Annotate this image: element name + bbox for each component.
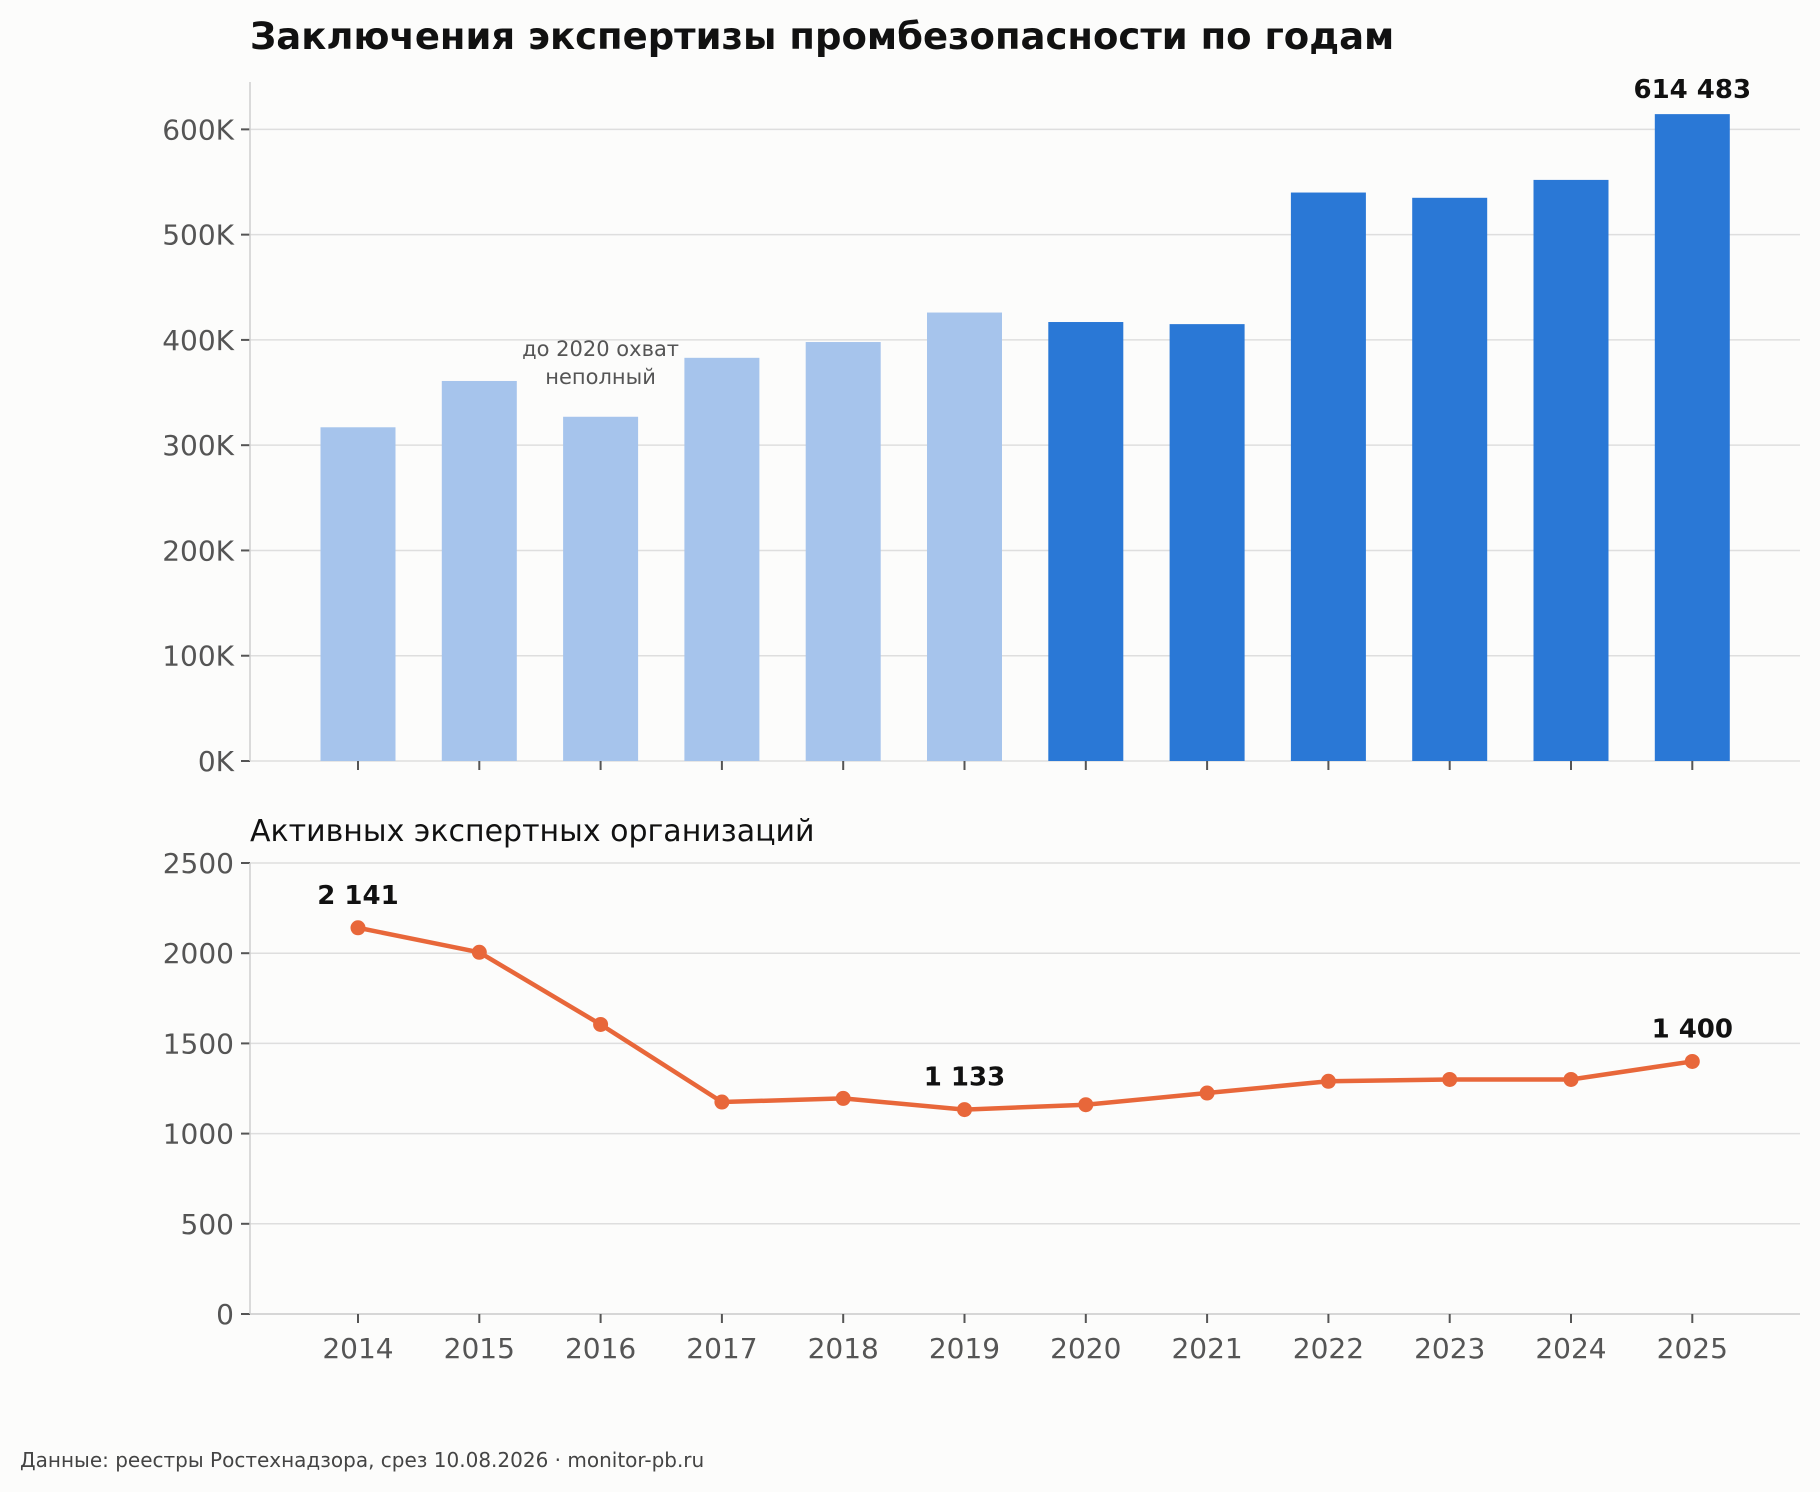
x-tick-label: 2021 bbox=[1171, 1332, 1242, 1365]
bar-2019 bbox=[927, 312, 1002, 761]
x-tick-label: 2020 bbox=[1050, 1332, 1121, 1365]
bar-2018 bbox=[805, 342, 881, 761]
x-tick-label: 2017 bbox=[686, 1332, 757, 1365]
line-point-2017 bbox=[714, 1094, 730, 1110]
bar-2016 bbox=[563, 416, 639, 761]
line-point-2022 bbox=[1320, 1073, 1336, 1089]
line-point-2021 bbox=[1199, 1085, 1215, 1101]
line-y-tick-label: 1000 bbox=[163, 1118, 234, 1151]
x-tick-label: 2015 bbox=[444, 1332, 515, 1365]
line-point-2018 bbox=[835, 1090, 851, 1106]
bar-2017 bbox=[684, 357, 760, 761]
bar-data-label: 614 483 bbox=[1633, 75, 1751, 105]
bar-y-tick-label: 200K bbox=[162, 534, 234, 567]
source-note: Данные: реестры Ростехнадзора, срез 10.0… bbox=[20, 1448, 704, 1472]
line-point-2025 bbox=[1684, 1053, 1700, 1069]
coverage-note-line-2: неполный bbox=[545, 365, 656, 389]
line-y-tick-label: 500 bbox=[181, 1208, 234, 1241]
x-tick-label: 2024 bbox=[1535, 1332, 1606, 1365]
bar-y-tick-label: 500K bbox=[162, 219, 234, 252]
bar-2022 bbox=[1290, 192, 1366, 761]
x-tick-label: 2019 bbox=[929, 1332, 1000, 1365]
line-point-2014 bbox=[350, 920, 366, 936]
bar-2020 bbox=[1048, 322, 1124, 761]
line-y-tick-label: 2500 bbox=[163, 847, 234, 880]
bar-2015 bbox=[441, 380, 517, 761]
line-point-2019 bbox=[957, 1102, 972, 1118]
x-tick-label: 2014 bbox=[322, 1332, 393, 1365]
x-tick-label: 2016 bbox=[565, 1332, 636, 1365]
bar-y-tick-label: 0K bbox=[198, 745, 235, 778]
line-point-2023 bbox=[1442, 1071, 1458, 1087]
bar-2021 bbox=[1169, 324, 1245, 761]
line-y-tick-label: 1500 bbox=[163, 1027, 234, 1060]
x-tick-label: 2018 bbox=[808, 1332, 879, 1365]
bar-y-tick-label: 600K bbox=[162, 113, 234, 146]
line-point-2016 bbox=[593, 1016, 609, 1032]
line-y-tick-label: 2000 bbox=[163, 937, 234, 970]
line-series-organizations bbox=[357, 925, 1693, 1112]
line-point-2015 bbox=[471, 944, 487, 960]
coverage-note-line-1: до 2020 охват bbox=[522, 337, 679, 361]
bar-2014 bbox=[320, 427, 396, 761]
bar-y-tick-label: 100K bbox=[162, 640, 234, 673]
bar-y-tick-label: 300K bbox=[162, 429, 234, 462]
bar-2025 bbox=[1654, 114, 1730, 761]
line-data-label: 2 141 bbox=[317, 881, 398, 911]
line-chart-title: Активных экспертных организаций bbox=[250, 814, 815, 849]
bar-y-tick-label: 400K bbox=[162, 324, 234, 357]
line-point-2020 bbox=[1078, 1097, 1094, 1113]
bar-2024 bbox=[1533, 179, 1609, 761]
line-y-tick-label: 0 bbox=[216, 1298, 234, 1331]
x-tick-label: 2025 bbox=[1657, 1332, 1728, 1365]
x-tick-label: 2022 bbox=[1293, 1332, 1364, 1365]
line-data-label: 1 133 bbox=[924, 1063, 1005, 1093]
line-data-label: 1 400 bbox=[1652, 1014, 1733, 1044]
bar-2023 bbox=[1412, 197, 1488, 761]
line-point-2024 bbox=[1563, 1071, 1579, 1087]
chart-title: Заключения экспертизы промбезопасности п… bbox=[250, 15, 1394, 58]
x-tick-label: 2023 bbox=[1414, 1332, 1485, 1365]
